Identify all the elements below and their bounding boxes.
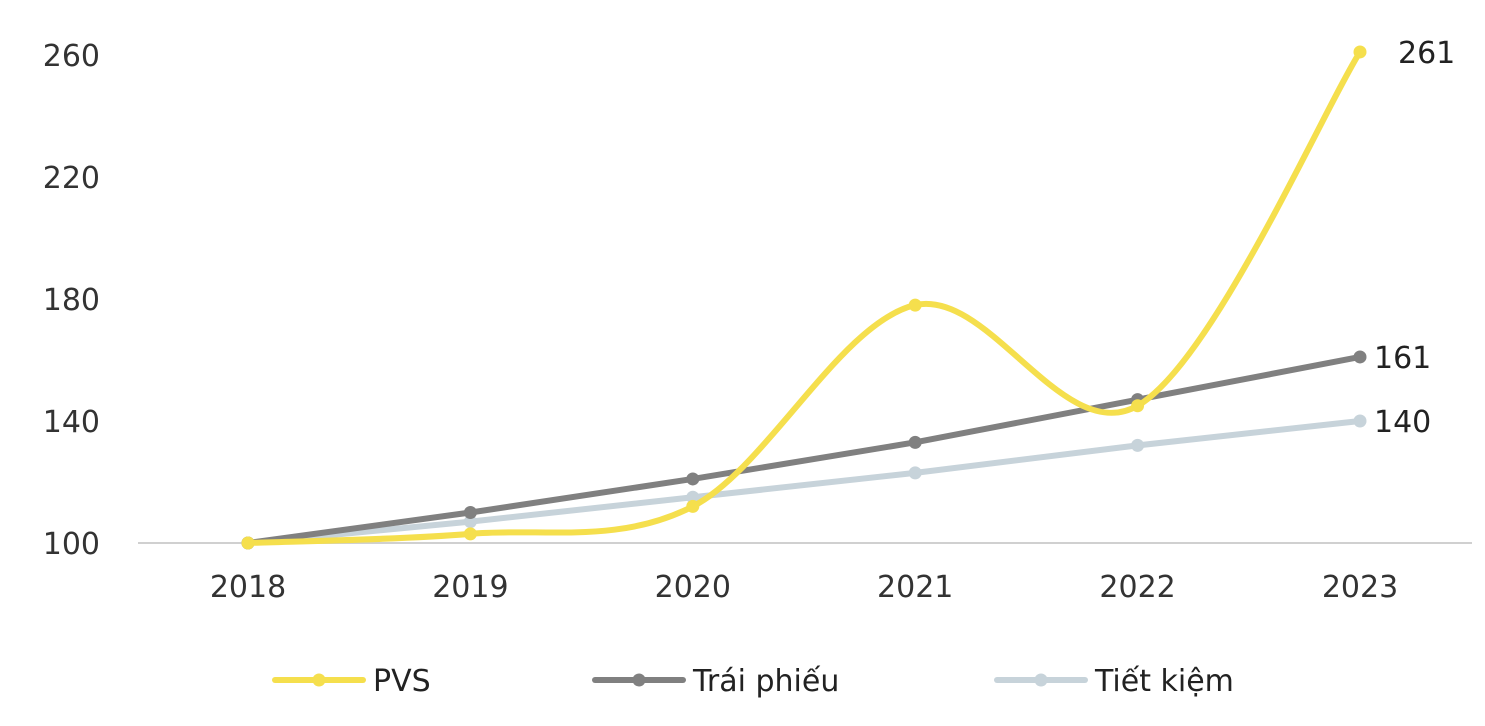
series-layer	[241, 45, 1367, 550]
data-point	[686, 472, 700, 486]
data-point	[463, 515, 477, 529]
legend-swatch-marker	[1034, 673, 1048, 687]
data-point	[463, 506, 477, 519]
x-tick-label: 2020	[655, 570, 731, 605]
data-point	[241, 536, 255, 550]
legend-item: Tiết kiệm	[994, 664, 1234, 699]
data-point	[463, 527, 477, 541]
data-point	[908, 298, 922, 312]
series-pvs	[241, 45, 1367, 550]
x-tick-label: 2019	[432, 570, 508, 605]
legend-item: PVS	[272, 664, 431, 699]
x-axis-ticks: 2018 2019 2020 2021 2022 2023	[210, 570, 1398, 605]
y-tick-label: 220	[43, 161, 100, 196]
y-tick-label: 260	[43, 39, 100, 74]
end-label: 261	[1398, 36, 1455, 71]
legend-item: Trái phiếu	[592, 664, 839, 699]
series-trai-phieu	[241, 350, 1367, 550]
y-tick-label: 100	[43, 527, 100, 562]
x-tick-label: 2018	[210, 570, 286, 605]
end-labels: 261 161 140	[1374, 36, 1455, 440]
x-tick-label: 2021	[877, 570, 953, 605]
series-tiet-kiem	[241, 414, 1367, 550]
legend: PVS Trái phiếu Tiết kiệm	[272, 664, 1234, 699]
y-axis-ticks: 100 140 180 220 260	[43, 39, 100, 562]
legend-swatch-marker	[632, 673, 646, 687]
legend-label: PVS	[373, 664, 431, 699]
data-point	[1353, 45, 1367, 59]
data-point	[908, 435, 922, 449]
data-point	[686, 499, 700, 513]
end-label: 161	[1374, 341, 1431, 376]
series-line	[245, 48, 1363, 546]
data-point	[686, 490, 700, 504]
series-line	[245, 353, 1363, 546]
data-point	[908, 466, 922, 480]
x-tick-label: 2022	[1099, 570, 1175, 605]
legend-label: Tiết kiệm	[1094, 664, 1234, 699]
data-point	[1353, 350, 1367, 364]
end-label: 140	[1374, 405, 1431, 440]
data-point	[1131, 399, 1145, 413]
x-tick-label: 2023	[1322, 570, 1398, 605]
y-tick-label: 140	[43, 405, 100, 440]
data-point	[1353, 414, 1367, 428]
legend-label: Trái phiếu	[692, 664, 839, 699]
y-tick-label: 180	[43, 283, 100, 318]
data-point	[1131, 438, 1145, 452]
series-line	[245, 418, 1363, 546]
legend-swatch-marker	[312, 673, 326, 687]
